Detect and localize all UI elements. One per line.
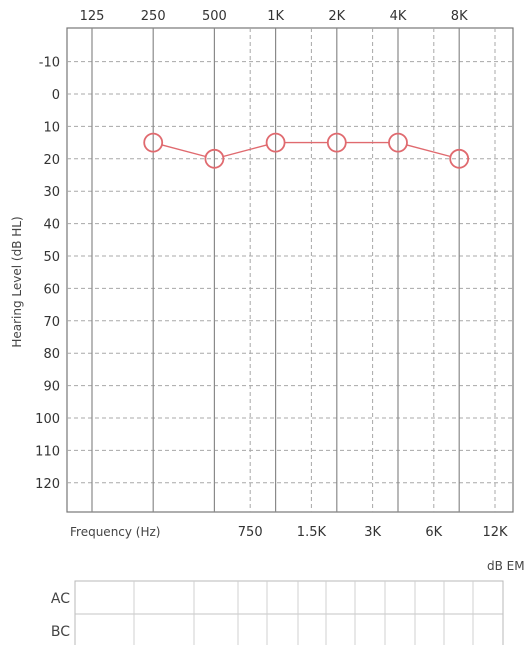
series-segment xyxy=(406,144,451,158)
data-point-circle xyxy=(265,132,286,153)
masking-table-frame xyxy=(74,580,504,645)
data-point-circle xyxy=(449,148,470,169)
grid xyxy=(66,27,514,513)
y-tick-label: 0 xyxy=(52,88,60,103)
plot-frame xyxy=(66,27,514,513)
y-tick-label: 80 xyxy=(43,347,60,362)
data-point-circle xyxy=(204,148,225,169)
y-tick-label: 30 xyxy=(43,185,60,200)
data-point-circle xyxy=(326,132,347,153)
y-tick-label: 60 xyxy=(43,282,60,297)
y-tick-label: 10 xyxy=(43,120,60,135)
x-tick-label-top: 250 xyxy=(141,9,166,24)
x-tick-label-bottom: 750 xyxy=(238,525,263,540)
y-tick-label: 100 xyxy=(35,412,60,427)
series-segment xyxy=(161,144,206,158)
series-segment xyxy=(222,144,268,158)
x-tick-label-bottom: 12K xyxy=(482,525,508,540)
data-point-circle xyxy=(388,132,408,153)
x-tick-label-bottom: 3K xyxy=(364,525,381,540)
y-tick-label: -10 xyxy=(39,56,60,71)
masking-row-label: BC xyxy=(51,624,70,640)
y-tick-label: 90 xyxy=(43,380,60,395)
tick-labels: -10 0 10 20 30 40 50 60 70 80 90 100 110 120 125 250 500… xyxy=(35,9,508,540)
y-tick-label: 20 xyxy=(43,153,60,168)
x-tick-label-top: 8K xyxy=(451,9,468,24)
y-tick-label: 110 xyxy=(35,444,60,459)
data-series xyxy=(143,132,470,169)
x-tick-label-top: 4K xyxy=(390,9,407,24)
y-tick-label: 70 xyxy=(43,315,60,330)
x-tick-label-top: 500 xyxy=(202,9,227,24)
masking-row-label: AC xyxy=(51,591,70,607)
y-tick-label: 40 xyxy=(43,218,60,233)
y-tick-label: 120 xyxy=(35,477,60,492)
x-tick-label-top: 1K xyxy=(267,9,284,24)
data-point-circle xyxy=(143,132,164,153)
x-tick-label-bottom: 6K xyxy=(425,525,442,540)
y-axis-label: Hearing Level (dB HL) xyxy=(10,216,24,347)
x-tick-label-top: 2K xyxy=(328,9,345,24)
x-tick-label-top: 125 xyxy=(80,9,105,24)
y-tick-label: 50 xyxy=(43,250,60,265)
masking-table: AC BC xyxy=(51,580,504,645)
x-axis-label: Frequency (Hz) xyxy=(70,525,161,539)
x-tick-label-bottom: 1.5K xyxy=(297,525,327,540)
masking-label: dB EM xyxy=(487,559,525,573)
